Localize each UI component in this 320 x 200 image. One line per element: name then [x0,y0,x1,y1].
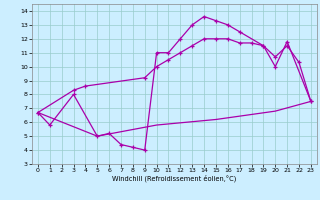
X-axis label: Windchill (Refroidissement éolien,°C): Windchill (Refroidissement éolien,°C) [112,175,236,182]
